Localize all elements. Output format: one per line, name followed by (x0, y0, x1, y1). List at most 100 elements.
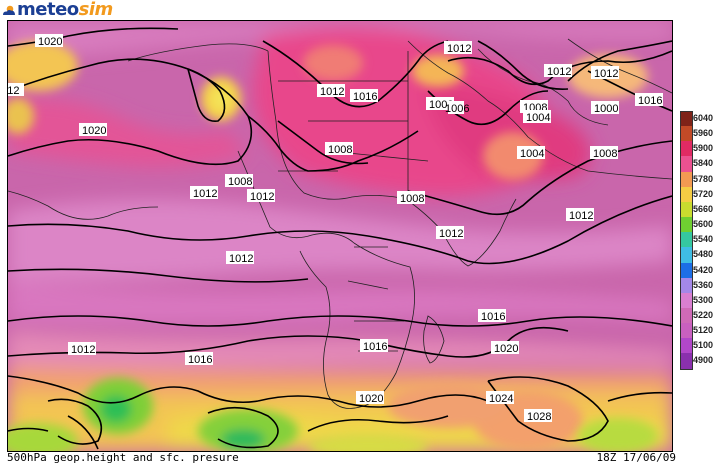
svg-text:1012: 1012 (569, 210, 593, 222)
isobar-label-5: 1016 (350, 89, 378, 103)
isobar-label-23: 1012 (436, 226, 464, 240)
legend-label: 5480 (693, 249, 714, 260)
svg-text:1020: 1020 (38, 36, 62, 48)
legend-label: 5720 (693, 188, 714, 199)
map-canvas: 1020 1012 1020 1012 1016 1012 1012 1012 … (8, 21, 672, 451)
isobar-label-26: 1016 (360, 339, 388, 353)
legend-swatch (680, 323, 693, 339)
svg-text:1016: 1016 (638, 95, 662, 107)
legend-swatch (680, 232, 693, 248)
isobar-label-14: 1004 (523, 110, 551, 124)
legend-swatch (680, 171, 693, 188)
svg-text:1012: 1012 (193, 188, 217, 200)
height-color-legend: 6040 5960 5900 5840 5780 5720 5660 5600 5540 5480… (678, 109, 720, 371)
svg-text:1028: 1028 (527, 411, 551, 423)
isobar-label-4: 1012 (444, 41, 472, 55)
legend-label: 5960 (693, 128, 714, 139)
sun-cloud-icon (3, 5, 15, 15)
map-timestamp: 18Z 17/06/09 (596, 451, 676, 464)
legend-swatch (680, 156, 693, 173)
legend-swatch (680, 111, 693, 128)
legend-label: 5120 (693, 325, 714, 336)
legend-swatch (680, 277, 693, 294)
legend-swatch (680, 262, 693, 279)
svg-text:1008: 1008 (400, 193, 424, 205)
svg-text:1012: 1012 (439, 228, 463, 240)
legend-label: 5220 (693, 309, 714, 320)
legend-label: 5780 (693, 173, 714, 184)
isobar-label-31: 1020 (356, 391, 384, 405)
legend-label: 5300 (693, 294, 714, 305)
legend-swatch (680, 307, 693, 324)
svg-text:1012: 1012 (71, 344, 95, 356)
isobar-label-28: 1016 (185, 352, 213, 366)
legend-label: 4900 (693, 355, 714, 366)
legend-label: 5600 (693, 219, 714, 230)
isobar-label-20: 1008 (397, 191, 425, 205)
svg-text:1020: 1020 (494, 343, 518, 355)
svg-text:1004: 1004 (526, 112, 550, 124)
isobar-label-6: 1012 (317, 84, 345, 98)
svg-text:1016: 1016 (481, 311, 505, 323)
legend-label: 6040 (693, 113, 714, 123)
svg-text:1008: 1008 (429, 99, 453, 111)
isobar-label-11: 1008 (426, 97, 454, 111)
isobar-label-7: 1012 (544, 64, 572, 78)
isobar-label-16: 1004 (517, 146, 545, 160)
weather-map: 1020 1012 1020 1012 1016 1012 1012 1012 … (7, 20, 673, 452)
legend-swatch (680, 217, 693, 233)
legend-label: 5840 (693, 158, 714, 169)
map-caption: 500hPa geop.height and sfc. presure (7, 451, 239, 464)
svg-text:1008: 1008 (328, 144, 352, 156)
legend-swatch (680, 353, 693, 371)
svg-text:1004: 1004 (520, 148, 544, 160)
legend-swatch (680, 292, 693, 309)
isobar-label-8: 1012 (591, 66, 619, 80)
isobar-label-18: 1008 (225, 174, 253, 188)
isobar-label-24: 1016 (478, 309, 506, 323)
isobar-label-25: 1012 (226, 251, 254, 265)
brand-logo: meteosim (0, 0, 220, 20)
isobar-label-22: 1012 (566, 208, 594, 222)
isobar-labels: 1020 1012 1020 1012 1016 1012 1012 1012 … (8, 34, 663, 423)
svg-text:1024: 1024 (489, 393, 513, 405)
svg-text:1012: 1012 (250, 191, 274, 203)
svg-text:1012: 1012 (320, 86, 344, 98)
isobar-label-17: 1008 (590, 146, 618, 160)
isobar-label-27: 1020 (491, 341, 519, 355)
brand-wordmark-accent: sim (78, 0, 114, 20)
svg-text:1012: 1012 (447, 43, 471, 55)
svg-text:1000: 1000 (594, 103, 618, 115)
isobar-label-9: 1000 (591, 101, 619, 115)
isobar-label-10: 1016 (635, 93, 663, 107)
legend-label: 5540 (693, 234, 714, 245)
svg-text:1012: 1012 (594, 68, 618, 80)
svg-text:1020: 1020 (82, 125, 106, 137)
svg-text:1006: 1006 (445, 103, 469, 115)
legend-label: 5660 (693, 203, 714, 214)
legend-swatch (680, 247, 693, 263)
isobar-label-30: 1012 (68, 342, 96, 356)
svg-text:1008: 1008 (593, 148, 617, 160)
legend-label: 5900 (693, 143, 714, 154)
legend-swatch (680, 141, 693, 157)
legend-swatch (680, 201, 693, 218)
svg-text:1012: 1012 (547, 66, 571, 78)
isobar-label-29: 1024 (486, 391, 514, 405)
legend-swatch (680, 186, 693, 203)
svg-text:1012: 1012 (8, 85, 19, 97)
isobar-label-1: 1020 (35, 34, 63, 48)
isobar-label-13: 1006 (445, 101, 469, 115)
svg-text:1012: 1012 (229, 253, 253, 265)
svg-text:1016: 1016 (353, 91, 377, 103)
brand-wordmark-primary: meteo (17, 0, 79, 20)
svg-text:1008: 1008 (228, 176, 252, 188)
svg-text:1016: 1016 (188, 354, 212, 366)
legend-label: 5100 (693, 340, 714, 351)
svg-text:1020: 1020 (359, 393, 383, 405)
isobar-label-15: 1008 (325, 142, 353, 156)
isobar-label-21: 1012 (247, 189, 275, 203)
isobar-label-19: 1012 (190, 186, 218, 200)
legend-swatch (680, 126, 693, 142)
isobar-label-3: 1020 (79, 123, 107, 137)
